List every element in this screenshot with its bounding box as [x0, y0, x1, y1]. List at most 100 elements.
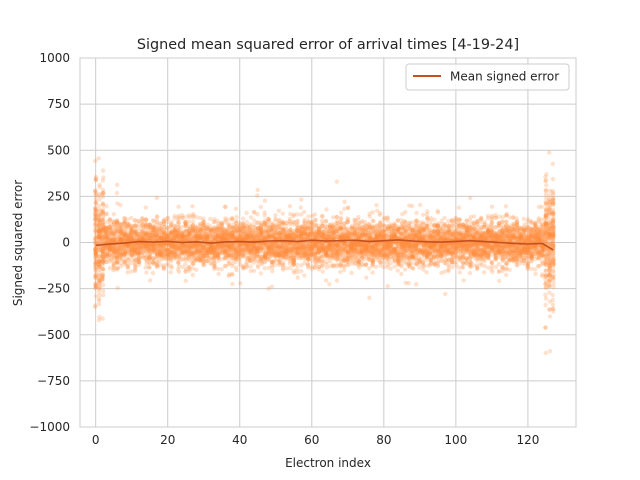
- scatter-point: [96, 262, 102, 267]
- scatter-point: [97, 254, 102, 259]
- scatter-point: [93, 221, 99, 226]
- scatter-point: [129, 215, 134, 221]
- scatter-point: [283, 230, 289, 235]
- scatter-point: [108, 244, 113, 249]
- scatter-point: [103, 230, 109, 236]
- scatter-point: [187, 213, 192, 218]
- scatter-point: [93, 208, 99, 213]
- scatter-point: [97, 212, 102, 218]
- scatter-point: [93, 256, 99, 261]
- scatter-point: [103, 225, 109, 231]
- scatter-point: [93, 293, 99, 299]
- scatter-point: [97, 259, 102, 264]
- scatter-point: [269, 227, 274, 232]
- scatter-point: [101, 213, 106, 218]
- scatter-point: [295, 275, 300, 280]
- scatter-point: [215, 266, 221, 271]
- scatter-point: [97, 273, 102, 279]
- scatter-point: [96, 273, 102, 278]
- scatter-point: [108, 225, 113, 231]
- scatter-point: [93, 256, 98, 262]
- scatter-point: [101, 220, 106, 225]
- scatter-point: [93, 192, 99, 197]
- scatter-point: [111, 248, 117, 253]
- scatter-point: [237, 256, 242, 262]
- scatter-point: [100, 278, 105, 283]
- scatter-point: [93, 222, 98, 227]
- scatter-point: [359, 235, 364, 240]
- scatter-point: [93, 212, 98, 217]
- scatter-point: [111, 252, 117, 258]
- scatter-point: [108, 238, 113, 243]
- scatter-point: [97, 236, 102, 242]
- scatter-point: [211, 259, 217, 264]
- scatter-point: [150, 270, 156, 276]
- scatter-point: [111, 235, 116, 241]
- scatter-point: [107, 252, 112, 258]
- scatter-point: [233, 206, 239, 211]
- scatter-point: [97, 235, 102, 240]
- scatter-point: [115, 285, 120, 291]
- scatter-point: [103, 253, 109, 258]
- scatter-point: [190, 261, 195, 266]
- scatter-point: [93, 189, 98, 194]
- scatter-point: [143, 205, 148, 210]
- scatter-point: [93, 201, 98, 206]
- scatter-point: [255, 265, 261, 270]
- scatter-point: [111, 247, 116, 252]
- scatter-point: [111, 250, 117, 255]
- scatter-point: [262, 213, 267, 218]
- scatter-point: [176, 204, 181, 209]
- scatter-point: [114, 220, 120, 225]
- scatter-point: [241, 216, 246, 221]
- scatter-point: [101, 259, 106, 264]
- scatter-point: [104, 235, 110, 241]
- scatter-point: [373, 264, 379, 269]
- scatter-point: [101, 259, 106, 265]
- scatter-point: [97, 248, 102, 253]
- scatter-point: [103, 229, 109, 235]
- scatter-point: [100, 247, 106, 252]
- scatter-point: [97, 184, 102, 190]
- scatter-point: [115, 250, 120, 256]
- scatter-point: [319, 263, 325, 268]
- scatter-point: [111, 254, 116, 259]
- scatter-point: [107, 224, 113, 229]
- scatter-point: [93, 275, 98, 280]
- scatter-point: [125, 270, 130, 275]
- scatter-point: [107, 217, 113, 222]
- scatter-point: [93, 235, 99, 240]
- scatter-point: [107, 232, 113, 237]
- scatter-point: [93, 233, 99, 239]
- scatter-point: [190, 272, 195, 278]
- scatter-point: [258, 231, 264, 236]
- scatter-point: [104, 259, 109, 265]
- scatter-point: [281, 262, 286, 268]
- scatter-point: [295, 266, 300, 272]
- scatter-point: [101, 252, 106, 257]
- scatter-point: [101, 191, 106, 196]
- scatter-point: [97, 259, 102, 264]
- scatter-point: [111, 249, 116, 255]
- scatter-point: [276, 218, 282, 224]
- scatter-point: [107, 218, 112, 223]
- scatter-point: [100, 236, 105, 241]
- scatter-point: [97, 207, 103, 213]
- scatter-point: [93, 271, 99, 276]
- scatter-point: [111, 260, 116, 266]
- scatter-point: [100, 192, 105, 197]
- scatter-point: [108, 237, 113, 242]
- scatter-point: [96, 234, 102, 239]
- scatter-point: [104, 233, 109, 238]
- scatter-point: [100, 178, 106, 183]
- scatter-point: [107, 252, 112, 257]
- scatter-point: [313, 217, 318, 223]
- scatter-point: [100, 266, 105, 272]
- scatter-point: [136, 218, 141, 224]
- scatter-point: [93, 201, 99, 206]
- scatter-point: [111, 268, 116, 273]
- scatter-point: [114, 255, 120, 261]
- scatter-point: [101, 244, 106, 249]
- scatter-point: [114, 229, 120, 235]
